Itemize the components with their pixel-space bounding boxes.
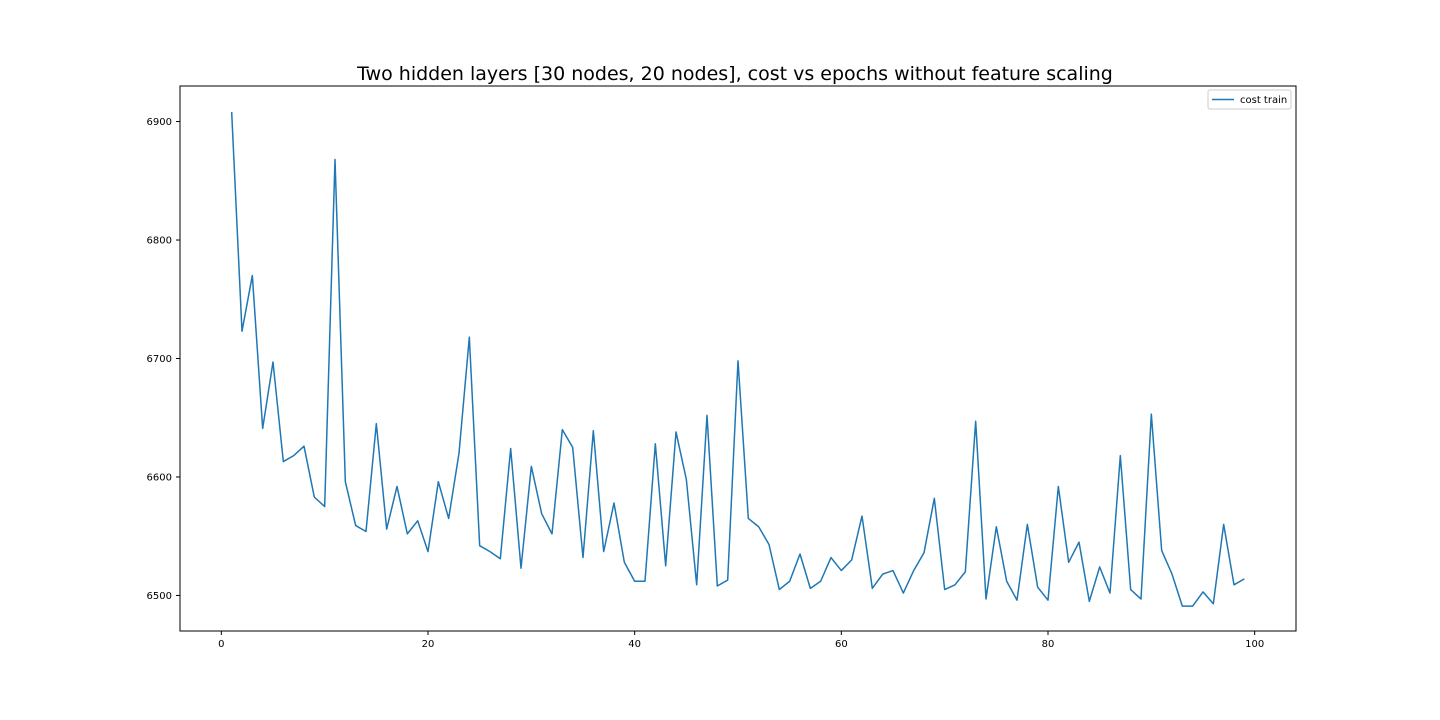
x-tick-label-20: 20 [422,639,435,650]
x-tick-label-80: 80 [1042,639,1055,650]
y-tick-label-6900: 6900 [147,117,172,128]
y-tick-label-6800: 6800 [147,236,172,247]
legend-box [1207,89,1292,110]
x-tick-label-0: 0 [218,639,224,650]
x-tick-label-100: 100 [1245,639,1264,650]
series-line-cost-train [230,112,1245,607]
chart-title: Two hidden layers [30 nodes, 20 nodes], … [356,63,1113,85]
series-layer [230,112,1245,607]
x-axis: 0 20 40 60 80 100 [218,631,1264,650]
legend-label-cost-train: cost train [1240,95,1287,106]
y-tick-label-6500: 6500 [147,591,172,602]
y-tick-label-6600: 6600 [147,472,172,483]
x-tick-label-40: 40 [628,639,641,650]
legend: cost train [1207,89,1292,110]
x-tick-label-60: 60 [835,639,848,650]
y-tick-label-6700: 6700 [147,354,172,365]
y-axis: 6500 6600 6700 6800 6900 [147,117,180,602]
plot-area [179,85,1297,632]
